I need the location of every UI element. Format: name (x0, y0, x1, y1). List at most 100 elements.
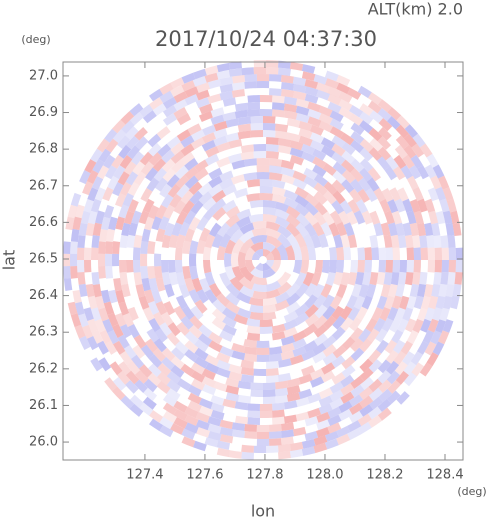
radar-cell (173, 200, 187, 215)
radar-cell (381, 188, 394, 203)
radar-cell (390, 272, 400, 286)
radar-cell (256, 73, 270, 82)
radar-cell (195, 97, 210, 109)
radar-cell (156, 380, 171, 394)
radar-cell (228, 68, 242, 77)
radar-cell (78, 283, 88, 297)
radar-cell (79, 335, 91, 350)
radar-cell (231, 89, 245, 98)
radar-cell (396, 115, 410, 129)
radar-cell (211, 198, 227, 212)
radar-cell (224, 265, 236, 281)
radar-cell (353, 295, 366, 310)
radar-cell (358, 328, 372, 343)
radar-cell (225, 222, 241, 238)
radar-cell (244, 431, 257, 439)
radar-cell (285, 282, 301, 298)
radar-cell (406, 247, 415, 260)
radar-cell (321, 260, 330, 274)
radar-cell (371, 247, 380, 260)
radar-cell (269, 438, 282, 446)
radar-cell (131, 210, 142, 225)
radar-cell (278, 451, 291, 460)
radar-cell (295, 98, 310, 109)
radar-cell (240, 359, 254, 369)
radar-cell (77, 272, 86, 285)
radar-cell (277, 225, 292, 239)
radar-cell (237, 251, 247, 269)
radar-cell (285, 222, 301, 238)
radar-cell (162, 394, 177, 407)
radar-cell (204, 437, 219, 448)
radar-cell (250, 382, 263, 391)
radar-cell (274, 201, 289, 213)
radar-cell (413, 260, 422, 273)
radar-cell (115, 312, 127, 327)
radar-cell (125, 380, 139, 394)
radar-cell (393, 154, 407, 169)
radar-cell (196, 216, 209, 231)
radar-cell (420, 318, 432, 333)
radar-cell (355, 306, 368, 321)
radar-cell (199, 227, 211, 242)
radar-cell (76, 260, 85, 273)
radar-cell (250, 242, 263, 253)
radar-cell (176, 378, 191, 391)
radar-cell (87, 210, 98, 225)
radar-cell (325, 78, 339, 89)
radar-cell (228, 153, 242, 164)
radar-cell (380, 284, 391, 298)
radar-cell (349, 113, 364, 126)
radar-cell (256, 347, 270, 356)
radar-cell (259, 319, 274, 327)
radar-cell (452, 284, 462, 298)
radar-cell (318, 113, 333, 125)
radar-cell (152, 158, 167, 172)
radar-cell (406, 175, 419, 190)
radar-cell (292, 76, 307, 86)
radar-cell (152, 103, 167, 116)
radar-cell (310, 132, 325, 144)
radar-cell (292, 338, 307, 350)
radar-cell (277, 271, 292, 287)
radar-cell (426, 235, 435, 248)
radar-cell (138, 364, 153, 378)
radar-cell (134, 370, 149, 384)
radar-cell (455, 260, 463, 273)
radar-cell (278, 67, 291, 76)
radar-cell (240, 151, 254, 161)
radar-cell (180, 315, 194, 330)
radar-cell (419, 362, 433, 377)
y-tick-label: 27.0 (29, 68, 58, 83)
radar-cell (275, 387, 289, 397)
radar-cell (431, 222, 441, 237)
radar-cell (283, 197, 299, 210)
radar-cell (149, 418, 164, 432)
radar-cell (369, 396, 384, 410)
radar-cell (204, 271, 216, 286)
radar-cell (283, 319, 299, 331)
radar-cell (263, 123, 276, 131)
radar-cell (289, 147, 304, 158)
radar-cell (119, 181, 132, 196)
radar-cell (304, 294, 318, 309)
radar-cell (272, 409, 285, 418)
radar-cell (163, 301, 176, 316)
radar-cell (377, 108, 392, 122)
radar-cell (194, 159, 209, 173)
radar-cell (327, 101, 342, 114)
radar-cell (365, 318, 378, 333)
radar-cell (403, 361, 417, 376)
radar-cell (157, 371, 171, 386)
radar-cell (213, 135, 228, 147)
radar-cell (283, 189, 299, 201)
radar-cell (413, 210, 424, 225)
radar-cell (307, 109, 322, 120)
radar-cell (314, 260, 324, 274)
radar-cell (256, 157, 270, 166)
radar-cell (395, 370, 409, 385)
radar-cell (208, 183, 223, 197)
radar-cell (438, 330, 450, 345)
radar-cell (338, 107, 353, 120)
radar-cell (272, 186, 286, 197)
